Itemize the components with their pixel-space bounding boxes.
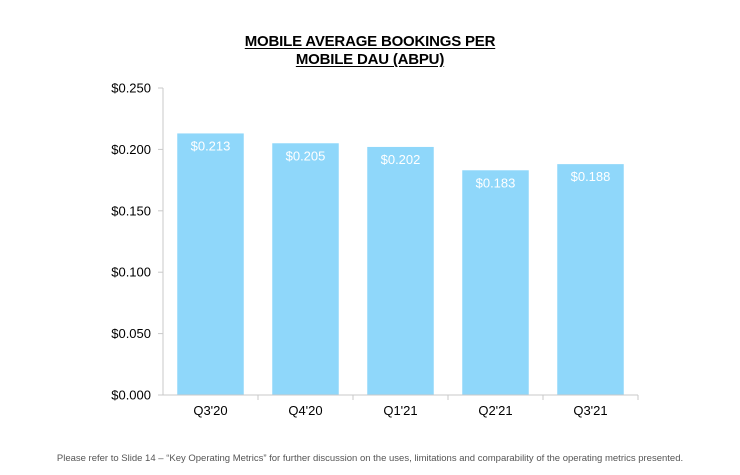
x-axis: Q3'20 Q4'20 Q1'21 Q2'21 Q3'21 xyxy=(163,394,639,418)
chart-title: MOBILE AVERAGE BOOKINGS PER MOBILE DAU (… xyxy=(0,33,740,69)
bar-value-label: $0.205 xyxy=(286,148,326,163)
y-tick-label: $0.050 xyxy=(111,326,151,341)
y-tick-label: $0.250 xyxy=(111,81,151,96)
bar xyxy=(272,143,339,395)
bar xyxy=(177,133,244,395)
bar xyxy=(462,170,529,395)
x-tick-label: Q2'21 xyxy=(478,403,512,418)
y-tick-label: $0.150 xyxy=(111,203,151,218)
y-tick-label: $0.200 xyxy=(111,142,151,157)
bar-value-label: $0.183 xyxy=(476,175,516,190)
bar-value-label: $0.202 xyxy=(381,152,421,167)
bars: $0.213 $0.205 $0.202 $0.183 $0.188 xyxy=(177,133,624,395)
chart-title-line-2: MOBILE DAU (ABPU) xyxy=(295,51,445,68)
x-tick-label: Q3'20 xyxy=(193,403,227,418)
footnote: Please refer to Slide 14 – “Key Operatin… xyxy=(56,453,684,464)
x-tick-label: Q1'21 xyxy=(383,403,417,418)
bar-value-label: $0.188 xyxy=(571,169,611,184)
y-tick-label: $0.100 xyxy=(111,265,151,280)
x-tick-label: Q3'21 xyxy=(573,403,607,418)
bar-value-label: $0.213 xyxy=(191,138,231,153)
y-axis: $0.000 $0.050 $0.100 $0.150 $0.200 $0.250 xyxy=(111,81,164,403)
bar xyxy=(557,164,624,395)
x-tick-label: Q4'20 xyxy=(288,403,322,418)
bar xyxy=(367,146,434,395)
chart-title-line-1: MOBILE AVERAGE BOOKINGS PER xyxy=(244,33,496,50)
y-tick-label: $0.000 xyxy=(111,388,151,403)
